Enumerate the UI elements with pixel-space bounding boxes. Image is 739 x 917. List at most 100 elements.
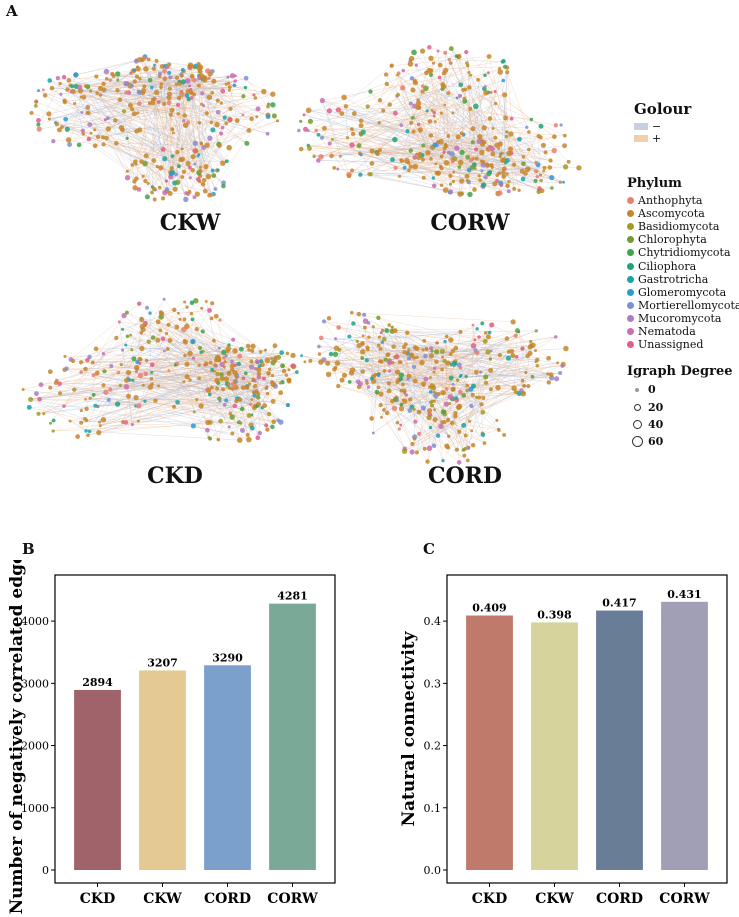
network-label-ckw: CKW xyxy=(159,210,221,236)
phylum-color-dot xyxy=(627,262,634,270)
phylum-legend-item: Mucoromycota xyxy=(627,312,721,325)
x-tick-label: CKD xyxy=(80,891,115,907)
phylum-color-dot xyxy=(627,275,634,283)
y-axis-title: Natural connectivity xyxy=(399,630,419,826)
phylum-legend-item: Mortierellomycota xyxy=(627,299,739,312)
network-label-corw: CORW xyxy=(430,210,510,236)
degree-size-marker xyxy=(632,436,643,447)
degree-label: 60 xyxy=(648,435,664,448)
bar-corw xyxy=(269,603,316,870)
x-tick-label: CORW xyxy=(659,891,710,907)
panel-letter-a: A xyxy=(6,2,18,20)
phylum-color-dot xyxy=(627,236,634,244)
y-tick-label: 0.0 xyxy=(424,864,442,877)
degree-legend-item: 60 xyxy=(632,435,663,448)
bar-cord xyxy=(204,665,251,870)
phylum-color-dot xyxy=(627,197,634,204)
phylum-label: Nematoda xyxy=(638,325,696,338)
phylum-legend-item: Ascomycota xyxy=(627,207,705,220)
phylum-label: Chlorophyta xyxy=(638,233,707,247)
phylum-color-dot xyxy=(627,301,634,309)
phylum-legend-item: Chlorophyta xyxy=(627,233,707,246)
bar-ckw xyxy=(139,670,186,870)
phylum-color-dot xyxy=(627,341,634,349)
network-label-cord: CORD xyxy=(427,463,503,489)
degree-legend-item: 40 xyxy=(632,418,663,431)
phylum-label: Ascomycota xyxy=(638,207,705,221)
phylum-label: Ciliophora xyxy=(638,259,697,273)
x-tick-label: CKD xyxy=(472,891,507,907)
phylum-legend-item: Nematoda xyxy=(627,325,696,338)
plot-frame xyxy=(54,574,336,884)
bar-chart-natural-connectivity: Natural connectivity 0.0 0.1 0.2 0.3 0.4 0.409… xyxy=(399,574,728,907)
bar-value-label: 2894 xyxy=(82,676,113,689)
x-tick-label: CKW xyxy=(143,891,182,907)
y-tick-label: 0.1 xyxy=(424,802,442,815)
bar-ckd xyxy=(466,615,513,870)
y-tick-label: 2000 xyxy=(21,740,49,753)
phylum-color-dot xyxy=(627,314,634,322)
degree-size-marker xyxy=(634,404,641,411)
network-graphs xyxy=(21,45,582,465)
phylum-color-dot xyxy=(627,249,634,257)
panel-letter-b: B xyxy=(22,540,35,558)
degree-size-marker xyxy=(635,387,639,392)
phylum-legend-item: Glomeromycota xyxy=(627,286,726,299)
phylum-label: Unassigned xyxy=(638,338,704,352)
network-graph-0 xyxy=(29,54,280,203)
colour-legend-label: − xyxy=(652,120,662,133)
phylum-legend-title: Phylum xyxy=(627,176,682,191)
y-tick-label: 3000 xyxy=(21,677,49,690)
x-tick-label: CKW xyxy=(535,891,574,907)
y-tick-label: 0.2 xyxy=(424,740,442,753)
phylum-label: Anthophyta xyxy=(638,194,703,207)
bar-value-label: 0.417 xyxy=(602,597,636,610)
degree-label: 20 xyxy=(648,401,664,414)
bar-value-label: 0.431 xyxy=(667,588,701,601)
y-tick-label: 0 xyxy=(42,864,49,877)
colour-legend-negative: − xyxy=(634,120,661,133)
x-tick-label: CORD xyxy=(596,891,643,907)
bar-value-label: 3207 xyxy=(147,656,178,669)
bar-ckd xyxy=(74,689,121,870)
degree-legend-item: 0 xyxy=(632,383,656,396)
bar-value-label: 0.398 xyxy=(537,608,572,621)
colour-legend-label: + xyxy=(652,132,662,145)
degree-legend-item: 20 xyxy=(632,401,663,414)
bar-ckw xyxy=(531,622,578,870)
colour-legend-positive: + xyxy=(634,132,661,145)
phylum-legend-item: Anthophyta xyxy=(627,194,702,207)
phylum-label: Mucoromycota xyxy=(638,311,722,325)
phylum-color-dot xyxy=(627,223,634,231)
negative-swatch xyxy=(634,123,648,130)
network-graph-2 xyxy=(21,297,299,443)
panel-letter-c: C xyxy=(423,540,435,558)
bar-value-label: 3290 xyxy=(212,651,243,664)
phylum-label: Mortierellomycota xyxy=(638,298,739,312)
plot-frame xyxy=(446,574,728,884)
bar-corw xyxy=(661,601,708,870)
phylum-legend-item: Basidiomycota xyxy=(627,220,719,233)
y-tick-label: 4000 xyxy=(21,615,49,628)
phylum-legend-item: Ciliophora xyxy=(627,260,696,273)
phylum-color-dot xyxy=(627,288,634,296)
y-tick-label: 1000 xyxy=(21,802,49,815)
degree-legend-title: Igraph Degree xyxy=(627,364,733,379)
y-tick-label: 0.3 xyxy=(424,677,442,690)
x-tick-label: CORD xyxy=(204,891,251,907)
x-tick-label: CORW xyxy=(267,891,318,907)
bar-cord xyxy=(596,610,643,870)
degree-label: 0 xyxy=(648,383,656,396)
positive-swatch xyxy=(634,135,648,142)
bar-chart-negative-edges: Number of negatively correlated edges 0 10… xyxy=(7,560,336,914)
phylum-color-dot xyxy=(627,210,634,218)
network-label-ckd: CKD xyxy=(147,463,203,489)
phylum-color-dot xyxy=(627,328,634,335)
degree-size-marker xyxy=(633,420,642,429)
phylum-legend-item: Unassigned xyxy=(627,338,703,351)
phylum-label: Glomeromycota xyxy=(638,285,727,299)
phylum-legend-item: Chytridiomycota xyxy=(627,246,731,259)
phylum-legend-item: Gastrotricha xyxy=(627,273,708,286)
phylum-label: Chytridiomycota xyxy=(638,246,731,260)
bar-value-label: 0.409 xyxy=(472,602,506,615)
